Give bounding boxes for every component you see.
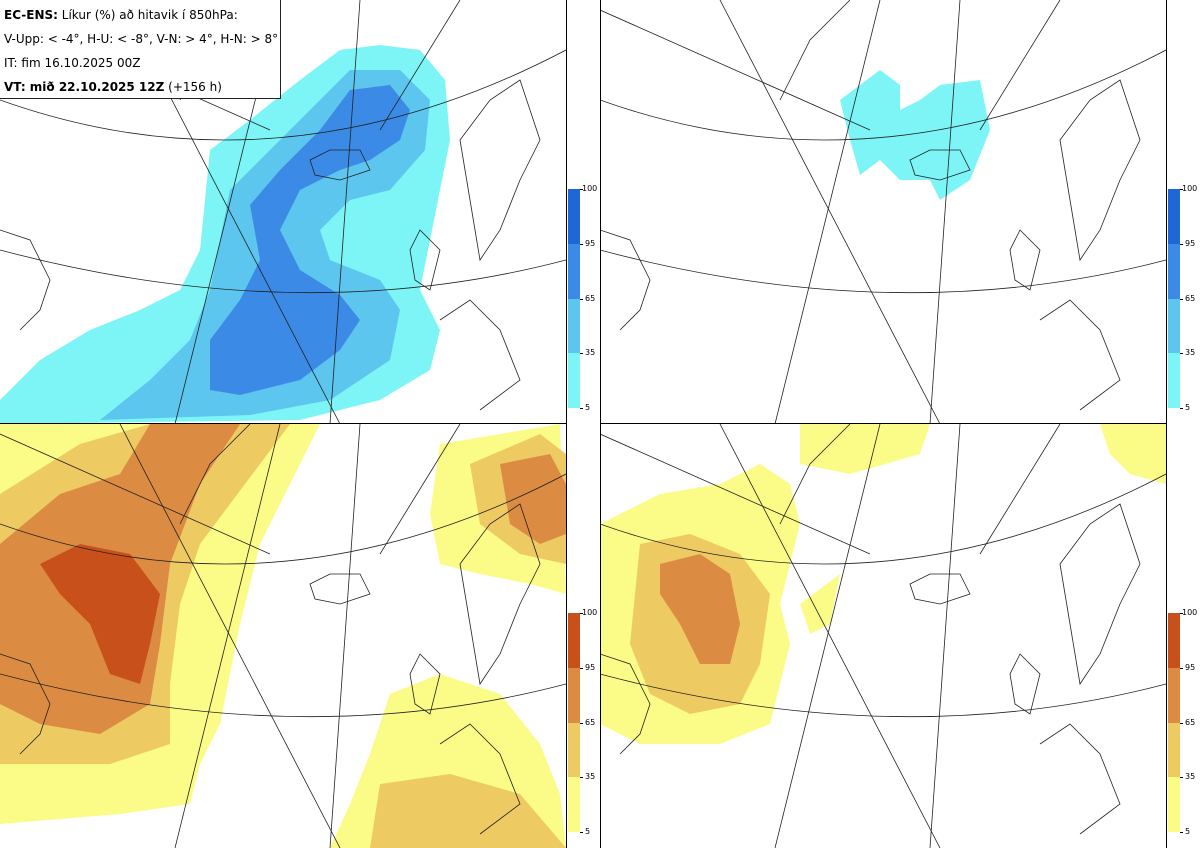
colorbar-tick-label: 5: [585, 827, 591, 836]
colorbar-segment: [568, 613, 580, 668]
coastlines: [600, 0, 1141, 411]
colorbar-tick-mark: [1180, 298, 1183, 300]
divider-horizontal-left: [0, 423, 566, 424]
colorbar-tick-mark: [1180, 243, 1183, 245]
colorbar-tick-label: 5: [1185, 827, 1191, 836]
colorbar-tick-mark: [580, 722, 583, 724]
colorbar-segment: [1168, 722, 1180, 778]
map-svg-top-right: [600, 0, 1166, 424]
colorbar-tick-mark: [580, 298, 583, 300]
colorbar-segment: [1168, 353, 1180, 408]
colorbar-tick-mark: [1180, 189, 1183, 190]
map-panel-top-right: [600, 0, 1166, 424]
valid-time: VT: mið 22.10.2025 12Z: [4, 80, 165, 94]
divider-vertical-left: [566, 0, 567, 848]
colorbar-segment: [568, 353, 580, 408]
colorbar-tick-label: 35: [1185, 772, 1196, 782]
title-line-1: EC-ENS: Líkur (%) að hitavik í 850hPa:: [4, 3, 280, 27]
prob-area-5-35: [840, 70, 990, 200]
colorbar-segment: [1168, 777, 1180, 832]
coastlines: [0, 424, 541, 835]
coastlines: [600, 424, 1141, 835]
colorbar-segment: [1168, 189, 1180, 244]
colorbar-tick-mark: [1180, 613, 1183, 614]
colorbar-tick-label: 95: [1185, 662, 1196, 672]
colorbar-tick-mark: [1180, 353, 1183, 355]
map-panel-bottom-left: [0, 424, 566, 848]
colorbar-segment: [568, 777, 580, 832]
colorbar-tick-label: 5: [1185, 403, 1191, 412]
colorbar-tick-mark: [1180, 722, 1183, 724]
colorbar-tick-label: 65: [585, 293, 596, 303]
colorbar-segment: [568, 722, 580, 778]
colorbar-tick-label: 65: [1185, 293, 1196, 303]
colorbar-top-right: 100 95 65 35 5: [1168, 185, 1197, 412]
colorbar-top-left: 100 95 65 35 5: [568, 185, 597, 412]
prob-area-95-100: [40, 544, 160, 684]
colorbar-tick-mark: [1180, 667, 1183, 669]
colorbar-tick-mark: [1180, 777, 1183, 779]
colorbar-tick-mark: [1180, 408, 1183, 409]
divider-vertical-right: [600, 0, 601, 848]
colorbar-bottom-left: 100 95 65 35 5: [568, 609, 597, 836]
map-svg-bottom-left: [0, 424, 566, 848]
colorbar-tick-label: 35: [585, 348, 596, 358]
graticule: [600, 0, 1166, 424]
title-box: EC-ENS: Líkur (%) að hitavik í 850hPa: V…: [0, 0, 281, 99]
prob-area-35-65-south: [370, 774, 566, 848]
colorbar-tick-mark: [580, 353, 583, 355]
colorbar-segment: [568, 298, 580, 354]
forecast-hour: (+156 h): [164, 80, 222, 94]
colorbar-tick-label: 65: [1185, 717, 1196, 727]
colorbar-tick-mark: [1180, 832, 1183, 833]
colorbar-tick-mark: [580, 832, 583, 833]
title-line-4: VT: mið 22.10.2025 12Z (+156 h): [4, 75, 280, 99]
prob-area-65-95-east: [500, 454, 566, 544]
colorbar-tick-mark: [580, 408, 583, 409]
colorbar-tick-mark: [580, 667, 583, 669]
colorbar-tick-label: 35: [1185, 348, 1196, 358]
divider-vertical-far-right: [1166, 0, 1167, 848]
colorbar-bottom-right: 100 95 65 35 5: [1168, 609, 1197, 836]
colorbar-tick-label: 95: [1185, 238, 1196, 248]
title-line-3: IT: fim 16.10.2025 00Z: [4, 56, 141, 70]
colorbar-tick-label: 100: [582, 608, 598, 617]
graticule: [600, 424, 1166, 848]
colorbar-segment: [1168, 298, 1180, 354]
colorbar-segment: [1168, 667, 1180, 723]
colorbar-tick-label: 5: [585, 403, 591, 412]
colorbar-tick-label: 100: [582, 184, 598, 193]
prob-area-65-95: [210, 85, 410, 395]
prob-area-5-35-greenland: [800, 574, 840, 634]
colorbar-tick-label: 65: [585, 717, 596, 727]
colorbar-segment: [568, 243, 580, 299]
colorbar-segment: [568, 189, 580, 244]
colorbar-segment: [1168, 243, 1180, 299]
colorbar-tick-label: 100: [1182, 184, 1198, 193]
colorbar-tick-label: 95: [585, 662, 596, 672]
graticule: [0, 424, 566, 848]
prob-area-65-95: [660, 554, 740, 664]
title-line-2: V-Upp: < -4°, H-U: < -8°, V-N: > 4°, H-N…: [4, 32, 279, 46]
colorbar-tick-label: 35: [585, 772, 596, 782]
map-svg-bottom-right: [600, 424, 1166, 848]
title-description: Líkur (%) að hitavik í 850hPa:: [57, 8, 238, 22]
map-panel-top-left: EC-ENS: Líkur (%) að hitavik í 850hPa: V…: [0, 0, 566, 424]
map-panel-bottom-right: [600, 424, 1166, 848]
title-model: EC-ENS:: [4, 8, 58, 22]
colorbar-tick-label: 95: [585, 238, 596, 248]
prob-area-5-35-ne: [1100, 424, 1166, 484]
colorbar-segment: [568, 667, 580, 723]
colorbar-tick-label: 100: [1182, 608, 1198, 617]
prob-area-5-35-north: [800, 424, 930, 474]
colorbar-tick-mark: [580, 243, 583, 245]
colorbar-tick-mark: [580, 777, 583, 779]
divider-horizontal-right: [600, 423, 1166, 424]
colorbar-tick-mark: [580, 613, 583, 614]
colorbar-tick-mark: [580, 189, 583, 190]
colorbar-segment: [1168, 613, 1180, 668]
